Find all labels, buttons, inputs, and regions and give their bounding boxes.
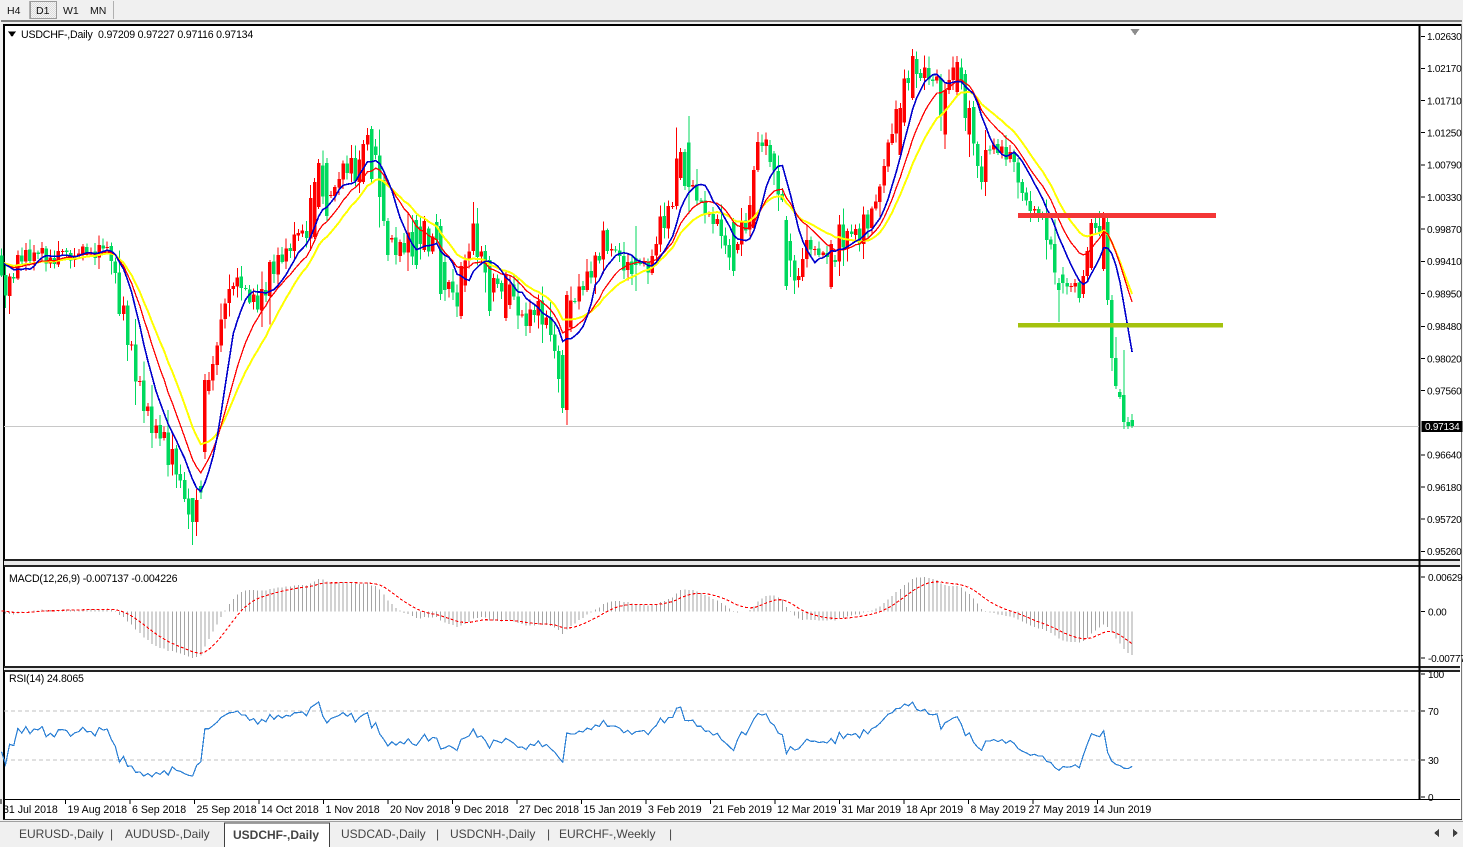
svg-text:1.02170: 1.02170 <box>1427 64 1462 75</box>
svg-text:W1: W1 <box>63 5 79 17</box>
svg-text:1.00790: 1.00790 <box>1427 161 1462 172</box>
svg-text:70: 70 <box>1428 707 1439 718</box>
svg-text:0.96180: 0.96180 <box>1427 483 1462 494</box>
svg-text:0.98480: 0.98480 <box>1427 322 1462 333</box>
svg-text:21 Feb 2019: 21 Feb 2019 <box>713 804 773 816</box>
svg-text:USDCHF-,Daily 0.97209 0.97227: USDCHF-,Daily 0.97209 0.97227 0.97116 0.… <box>21 29 253 41</box>
svg-text:USDCNH-,Daily: USDCNH-,Daily <box>450 827 535 841</box>
svg-text:15 Jan 2019: 15 Jan 2019 <box>584 804 642 816</box>
svg-text:27 May 2019: 27 May 2019 <box>1029 804 1090 816</box>
svg-text:D1: D1 <box>36 5 50 17</box>
svg-text:0.95260: 0.95260 <box>1427 547 1462 558</box>
svg-text:|: | <box>110 827 113 841</box>
svg-text:-0.007777: -0.007777 <box>1428 654 1463 665</box>
svg-text:3 Feb 2019: 3 Feb 2019 <box>648 804 702 816</box>
svg-text:USDCHF-,Daily: USDCHF-,Daily <box>233 828 319 842</box>
svg-text:0.98950: 0.98950 <box>1427 289 1462 300</box>
svg-text:|: | <box>436 827 439 841</box>
svg-text:20 Nov 2018: 20 Nov 2018 <box>390 804 450 816</box>
svg-text:14 Jun 2019: 14 Jun 2019 <box>1093 804 1151 816</box>
svg-text:14 Oct 2018: 14 Oct 2018 <box>261 804 319 816</box>
svg-text:0.006293: 0.006293 <box>1428 573 1463 584</box>
svg-text:|: | <box>669 827 672 841</box>
svg-text:8 May 2019: 8 May 2019 <box>971 804 1026 816</box>
svg-text:0: 0 <box>1428 793 1434 804</box>
svg-text:0.95720: 0.95720 <box>1427 515 1462 526</box>
svg-text:100: 100 <box>1428 670 1445 681</box>
svg-text:AUDUSD-,Daily: AUDUSD-,Daily <box>125 827 210 841</box>
svg-text:RSI(14) 24.8065: RSI(14) 24.8065 <box>9 673 84 685</box>
svg-text:0.98020: 0.98020 <box>1427 354 1462 365</box>
svg-text:|: | <box>547 827 550 841</box>
svg-text:18 Apr 2019: 18 Apr 2019 <box>906 804 963 816</box>
svg-text:27 Dec 2018: 27 Dec 2018 <box>519 804 579 816</box>
svg-text:0.96640: 0.96640 <box>1427 451 1462 462</box>
svg-text:9 Dec 2018: 9 Dec 2018 <box>455 804 509 816</box>
svg-text:0.00: 0.00 <box>1428 608 1447 619</box>
svg-text:30: 30 <box>1428 756 1439 767</box>
svg-text:1.00330: 1.00330 <box>1427 193 1462 204</box>
svg-text:19 Aug 2018: 19 Aug 2018 <box>68 804 128 816</box>
svg-text:1 Nov 2018: 1 Nov 2018 <box>326 804 380 816</box>
svg-text:1.01710: 1.01710 <box>1427 96 1462 107</box>
svg-text:1.02630: 1.02630 <box>1427 32 1462 43</box>
svg-text:EURUSD-,Daily: EURUSD-,Daily <box>19 827 104 841</box>
svg-text:EURCHF-,Weekly: EURCHF-,Weekly <box>559 827 655 841</box>
svg-text:USDCAD-,Daily: USDCAD-,Daily <box>341 827 426 841</box>
svg-text:MACD(12,26,9) -0.007137 -0.004: MACD(12,26,9) -0.007137 -0.004226 <box>9 573 178 585</box>
svg-text:12 Mar 2019: 12 Mar 2019 <box>777 804 837 816</box>
svg-text:H4: H4 <box>7 5 21 17</box>
svg-text:6 Sep 2018: 6 Sep 2018 <box>132 804 186 816</box>
svg-text:MN: MN <box>90 5 106 17</box>
svg-text:0.99870: 0.99870 <box>1427 225 1462 236</box>
svg-text:31 Mar 2019: 31 Mar 2019 <box>842 804 902 816</box>
svg-text:0.97134: 0.97134 <box>1425 422 1460 433</box>
svg-text:0.97560: 0.97560 <box>1427 386 1462 397</box>
svg-text:1.01250: 1.01250 <box>1427 129 1462 140</box>
svg-text:0.99410: 0.99410 <box>1427 257 1462 268</box>
svg-text:31 Jul 2018: 31 Jul 2018 <box>3 804 58 816</box>
svg-text:25 Sep 2018: 25 Sep 2018 <box>197 804 257 816</box>
